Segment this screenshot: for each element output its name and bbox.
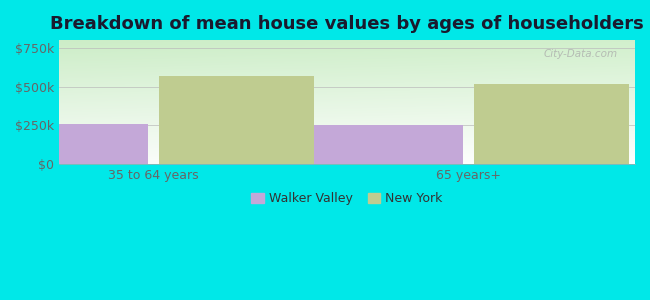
Bar bbox=[159, 76, 314, 164]
Legend: Walker Valley, New York: Walker Valley, New York bbox=[246, 187, 448, 210]
Bar bbox=[159, 76, 314, 164]
Title: Breakdown of mean house values by ages of householders: Breakdown of mean house values by ages o… bbox=[50, 15, 644, 33]
Bar bbox=[308, 125, 463, 164]
Bar bbox=[0, 124, 148, 164]
Text: City-Data.com: City-Data.com bbox=[543, 49, 618, 59]
Bar bbox=[308, 125, 463, 164]
Bar bbox=[474, 84, 629, 164]
Bar bbox=[0, 124, 148, 164]
Bar bbox=[474, 84, 629, 164]
